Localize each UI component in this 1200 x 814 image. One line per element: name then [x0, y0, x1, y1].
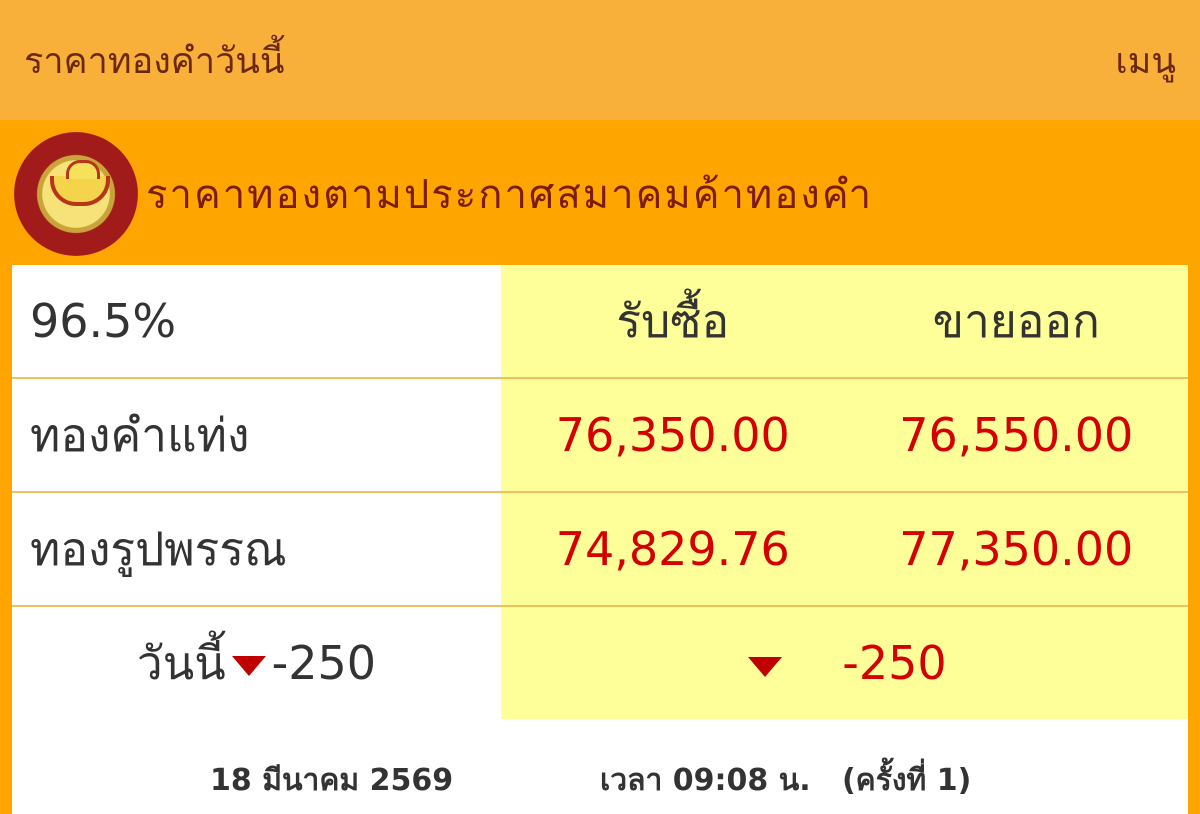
- sell-price: 77,350.00: [844, 492, 1188, 607]
- gold-price-panel: ราคาทองตามประกาศสมาคมค้าทองคำ 96.5% รับซ…: [0, 120, 1200, 814]
- buy-header: รับซื้อ: [501, 265, 845, 379]
- menu-button[interactable]: เมนู: [1115, 41, 1176, 82]
- today-label: วันนี้: [136, 635, 226, 690]
- buy-price: 76,350.00: [501, 378, 845, 493]
- panel-heading: ราคาทองตามประกาศสมาคมค้าทองคำ: [146, 172, 874, 218]
- announcement-time: เวลา 09:08 น. (ครั้งที่ 1): [600, 763, 972, 798]
- row-label: ทองรูปพรรณ: [12, 492, 501, 607]
- change-row: วันนี้ -250 -250: [12, 606, 1188, 721]
- price-change: -250: [501, 606, 1188, 721]
- sell-header: ขายออก: [844, 265, 1188, 379]
- row-label: ทองคำแท่ง: [12, 378, 501, 493]
- down-triangle-icon: [748, 656, 783, 677]
- down-triangle-icon: [231, 656, 266, 676]
- gold-traders-logo-icon: [14, 132, 138, 256]
- purity-label: 96.5%: [12, 265, 501, 379]
- top-bar: ราคาทองคำวันนี้ เมนู: [0, 0, 1200, 120]
- announcement-footer: 18 มีนาคม 2569 เวลา 09:08 น. (ครั้งที่ 1…: [12, 719, 1188, 814]
- app-title: ราคาทองคำวันนี้: [24, 41, 285, 82]
- table-row: ทองรูปพรรณ 74,829.76 77,350.00: [12, 492, 1188, 607]
- buy-price: 74,829.76: [501, 492, 845, 607]
- table-row: ทองคำแท่ง 76,350.00 76,550.00: [12, 378, 1188, 493]
- today-change: วันนี้ -250: [12, 606, 501, 721]
- announcement-date: 18 มีนาคม 2569: [210, 763, 454, 798]
- sell-price: 76,550.00: [844, 378, 1188, 493]
- price-change-value: -250: [842, 636, 947, 690]
- table-header-row: 96.5% รับซื้อ ขายออก: [12, 265, 1188, 379]
- price-table: 96.5% รับซื้อ ขายออก ทองคำแท่ง 76,350.00…: [12, 265, 1188, 721]
- today-change-value: -250: [271, 635, 377, 690]
